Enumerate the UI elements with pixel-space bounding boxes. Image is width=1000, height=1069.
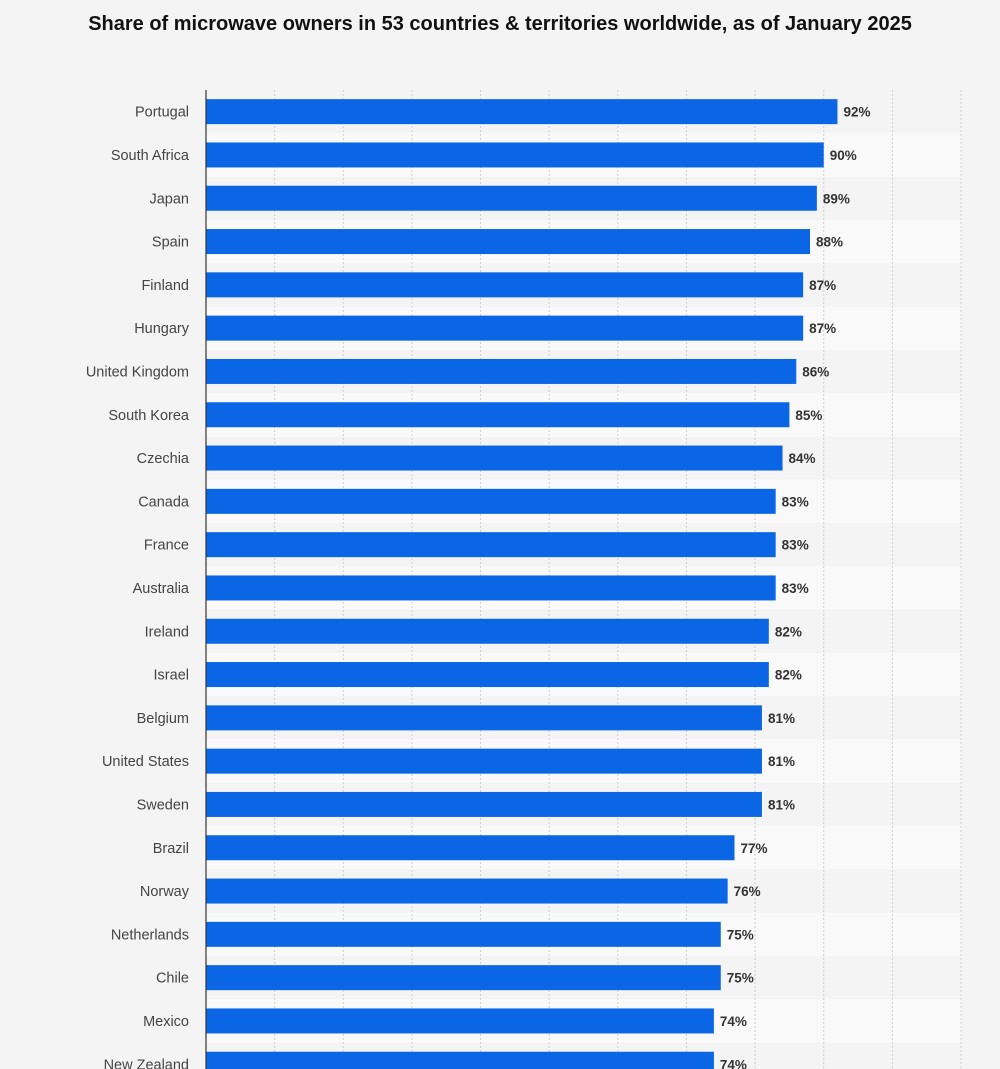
bar [206, 142, 824, 168]
bar [206, 402, 790, 428]
data-label: 81% [768, 797, 795, 812]
data-label: 74% [720, 1057, 747, 1069]
data-label: 87% [809, 278, 836, 293]
data-label: 88% [816, 235, 843, 250]
data-label: 81% [768, 711, 795, 726]
bar [206, 445, 783, 471]
bar [206, 791, 762, 817]
data-label: 83% [782, 494, 809, 509]
category-label: Canada [138, 494, 190, 510]
bar [206, 358, 797, 384]
category-label: Australia [133, 581, 190, 597]
category-label: Netherlands [111, 927, 189, 943]
bars [206, 99, 838, 1069]
chart-title: Share of microwave owners in 53 countrie… [88, 13, 912, 35]
category-label: Portugal [135, 105, 189, 121]
bar [206, 878, 728, 904]
data-label: 85% [795, 408, 822, 423]
category-label: Czechia [137, 451, 190, 467]
category-label: Mexico [143, 1014, 189, 1030]
bar [206, 532, 776, 558]
data-label: 76% [734, 884, 761, 899]
category-label: United States [102, 754, 189, 770]
data-label: 83% [782, 538, 809, 553]
data-label: 90% [830, 148, 857, 163]
category-label: United Kingdom [86, 364, 189, 380]
bar [206, 618, 769, 644]
category-label: Ireland [145, 624, 189, 640]
category-label: Sweden [137, 797, 189, 813]
category-label: Brazil [153, 841, 189, 857]
data-label: 75% [727, 971, 754, 986]
category-label: Israel [154, 668, 189, 684]
category-label: Belgium [137, 711, 189, 727]
bar [206, 1008, 714, 1034]
data-label: 77% [741, 841, 768, 856]
category-label: South Korea [108, 408, 190, 424]
data-label: 82% [775, 624, 802, 639]
bar [206, 662, 769, 688]
data-label: 75% [727, 927, 754, 942]
category-label: Finland [141, 278, 189, 294]
category-label: South Africa [111, 148, 190, 164]
category-label: Spain [152, 235, 189, 251]
category-labels: Portugal South Africa Japan Spain Finland Hun… [86, 105, 190, 1069]
data-label: 92% [843, 105, 870, 120]
bar [206, 921, 721, 947]
category-label: France [144, 538, 189, 554]
bar [206, 488, 776, 514]
bar [206, 1051, 714, 1069]
bar [206, 185, 817, 211]
bar [206, 99, 838, 125]
data-label: 83% [782, 581, 809, 596]
data-label: 84% [789, 451, 816, 466]
data-label: 87% [809, 321, 836, 336]
bar [206, 748, 762, 774]
data-label: 74% [720, 1014, 747, 1029]
data-label: 82% [775, 668, 802, 683]
bar [206, 575, 776, 601]
category-label: Hungary [134, 321, 190, 337]
bar [206, 965, 721, 991]
category-label: New Zealand [104, 1057, 189, 1069]
value-labels: 92% 90% 89% 88% 87% 87% 86% 85% 84% 83% 83% 83% 82% 8… [720, 105, 871, 1069]
bar [206, 315, 804, 341]
bar [206, 272, 804, 298]
category-label: Japan [149, 191, 189, 207]
bar [206, 229, 810, 255]
data-label: 89% [823, 191, 850, 206]
bar [206, 835, 735, 861]
category-label: Norway [140, 884, 190, 900]
bar [206, 705, 762, 731]
category-label: Chile [156, 971, 189, 987]
data-label: 81% [768, 754, 795, 769]
data-label: 86% [802, 364, 829, 379]
